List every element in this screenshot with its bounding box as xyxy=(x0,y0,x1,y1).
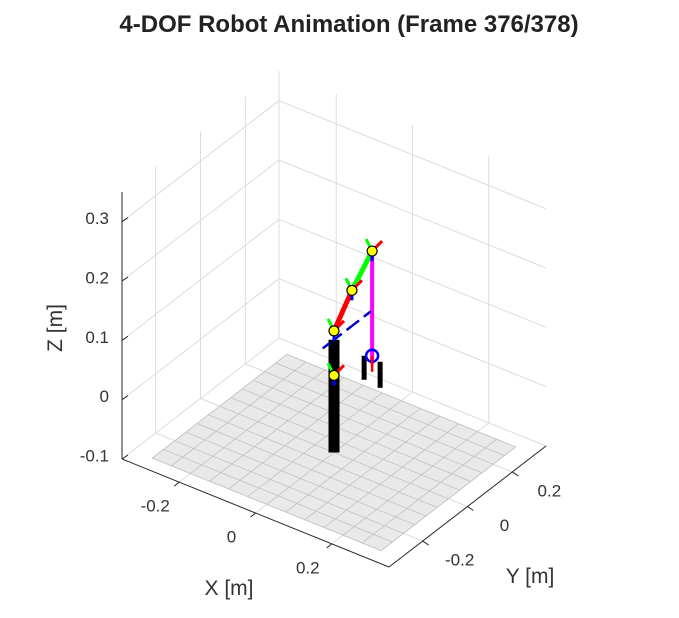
x-tick xyxy=(250,512,256,518)
y-tick-label: -0.2 xyxy=(445,551,474,570)
robot-link xyxy=(322,324,353,350)
z-tick xyxy=(121,395,129,401)
robot-link xyxy=(349,249,375,292)
x-tick-label: -0.2 xyxy=(141,497,170,516)
z-axis-label: Z [m] xyxy=(44,304,67,352)
z-tick xyxy=(121,276,129,282)
joint-marker xyxy=(328,325,340,337)
z-tick-label: -0.1 xyxy=(80,446,109,465)
ground-grid-line xyxy=(275,362,505,456)
z-tick xyxy=(121,217,129,223)
joint-marker xyxy=(366,245,378,257)
ground-grid-line xyxy=(361,438,497,544)
robot-link xyxy=(331,289,355,332)
z-tick-label: 0.2 xyxy=(85,268,109,287)
chart-title: 4-DOF Robot Animation (Frame 376/378) xyxy=(119,11,578,38)
x-tick xyxy=(326,543,333,549)
z-tick-label: 0.1 xyxy=(85,328,109,347)
ground-grid-line xyxy=(264,371,494,465)
z-tick xyxy=(121,335,129,341)
x-tick-label: 0 xyxy=(227,527,236,546)
z-tick-label: 0.3 xyxy=(85,209,109,228)
x-tick-label: 0.2 xyxy=(296,558,320,577)
robot-link xyxy=(351,309,373,327)
y-tick-label: 0.2 xyxy=(538,481,562,500)
x-tick xyxy=(173,481,180,487)
y-axis-label: Y [m] xyxy=(506,565,555,588)
z-tick xyxy=(121,454,129,460)
y-tick xyxy=(467,506,474,511)
x-axis-label: X [m] xyxy=(204,577,253,600)
axes-3d: -0.2 0 0.2 -0.2 0 0.2 -0.1 0 0.1 0.2 0.3 xyxy=(80,71,561,577)
y-tick-label: 0 xyxy=(500,516,509,535)
plot-marks xyxy=(322,238,384,453)
y-tick xyxy=(422,540,429,546)
z-tick-label: 0 xyxy=(100,387,109,406)
joint-marker xyxy=(346,284,358,296)
joint-marker xyxy=(328,369,340,381)
y-tick xyxy=(512,471,519,477)
